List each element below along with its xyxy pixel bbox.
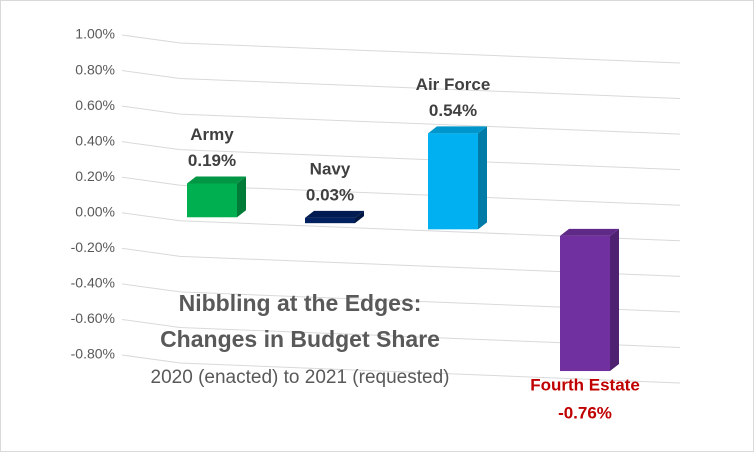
y-tick-label: -0.20% — [71, 239, 115, 255]
bar-side — [355, 210, 364, 224]
bar-top — [305, 210, 364, 218]
grid-line — [121, 247, 681, 277]
value-label: 0.03% — [306, 185, 354, 204]
bar-side — [478, 126, 487, 230]
y-tick-label: 0.40% — [75, 132, 115, 148]
bar-top — [187, 176, 246, 184]
bar-side — [237, 176, 246, 218]
bar-top — [428, 126, 487, 134]
value-label: 0.19% — [188, 151, 236, 170]
chart-title: Nibbling at the Edges: — [179, 290, 422, 316]
bar — [187, 183, 237, 218]
category-label: Navy — [310, 159, 351, 178]
y-tick-label: 0.80% — [75, 61, 115, 77]
y-tick-label: -0.80% — [71, 346, 115, 362]
bar — [305, 217, 355, 224]
grid-line — [121, 70, 681, 100]
y-tick-label: 0.60% — [75, 97, 115, 113]
grid-line — [121, 354, 681, 384]
grid-line — [121, 141, 681, 171]
bar-side — [610, 228, 619, 372]
chart-title: Changes in Budget Share — [160, 326, 440, 352]
grid-line — [121, 105, 681, 135]
grid-line — [121, 283, 681, 313]
grid-line — [121, 318, 681, 348]
y-tick-label: 0.00% — [75, 203, 115, 219]
bar — [428, 133, 478, 230]
category-label: Air Force — [416, 75, 491, 94]
value-label: -0.76% — [558, 404, 612, 423]
y-tick-label: -0.40% — [71, 275, 115, 291]
grid-line — [121, 176, 681, 206]
y-tick-label: 1.00% — [75, 26, 115, 42]
y-tick-label: -0.60% — [71, 310, 115, 326]
grid-line — [121, 34, 681, 64]
category-label: Army — [190, 125, 234, 144]
bar — [560, 235, 610, 372]
value-label: 0.54% — [429, 101, 477, 120]
y-tick-label: 0.20% — [75, 168, 115, 184]
category-label: Fourth Estate — [530, 376, 640, 395]
chart-subtitle: 2020 (enacted) to 2021 (requested) — [151, 367, 450, 388]
bar-top — [560, 228, 619, 236]
grid-line — [121, 212, 681, 242]
